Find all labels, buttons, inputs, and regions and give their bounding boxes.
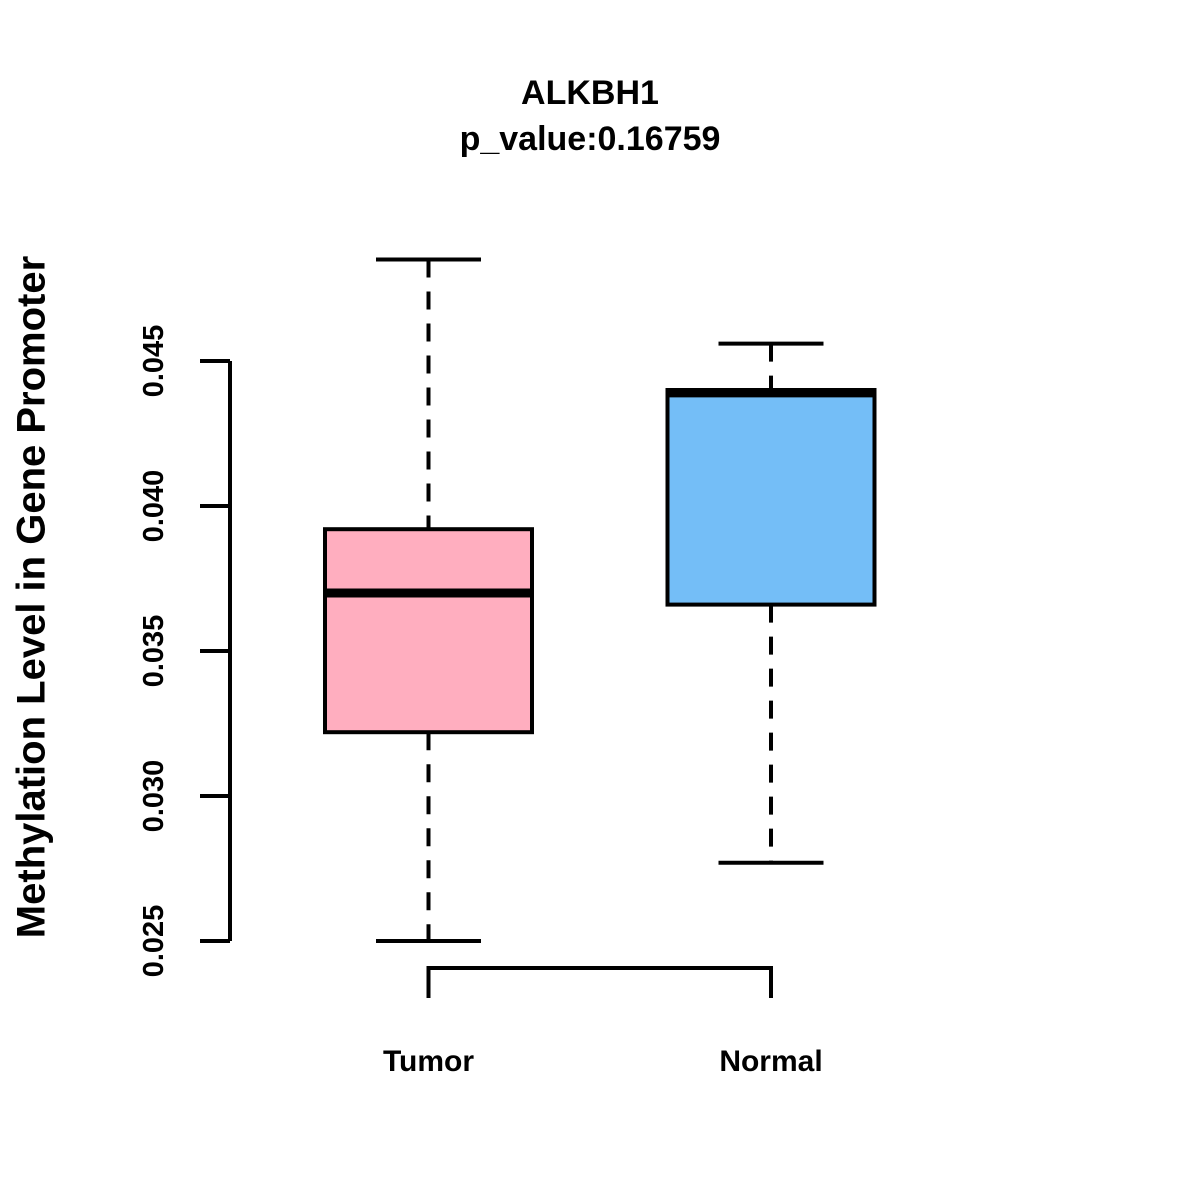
x-axis-line xyxy=(426,966,773,998)
y-axis-tick-label: 0.035 xyxy=(138,615,170,688)
y-axis-tick-label: 0.030 xyxy=(138,760,170,833)
y-axis-tick-label: 0.040 xyxy=(138,470,170,543)
chart-title: ALKBH1 xyxy=(521,74,659,112)
y-axis-tick-label: 0.025 xyxy=(138,905,170,978)
x-axis-label-normal: Normal xyxy=(719,1045,822,1078)
box-tumor xyxy=(323,527,534,735)
x-axis-label-tumor: Tumor xyxy=(383,1045,474,1078)
title-block: ALKBH1 p_value:0.16759 xyxy=(230,70,950,162)
box-normal xyxy=(665,388,877,607)
chart-subtitle: p_value:0.16759 xyxy=(459,120,721,158)
y-axis-tick-label: 0.045 xyxy=(138,325,170,398)
